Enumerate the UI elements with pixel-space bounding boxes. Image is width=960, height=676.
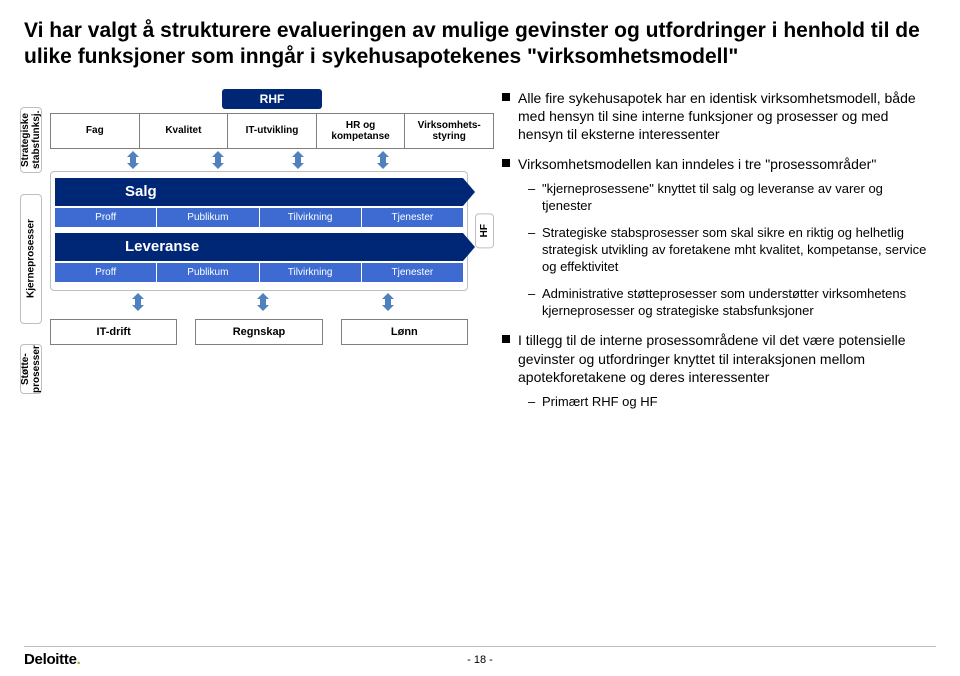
side-label-strategic: Strategiske stabsfunksj. — [20, 107, 42, 173]
rhf-tag: RHF — [222, 89, 322, 109]
support-it: IT-drift — [50, 319, 177, 345]
salg-publikum: Publikum — [157, 208, 258, 227]
bullet-3-text: I tillegg til de interne prosessområdene… — [518, 332, 906, 384]
bullet-2-2: Strategiske stabsprosesser som skal sikr… — [528, 225, 928, 276]
cell-fag: Fag — [51, 114, 140, 148]
lev-tjenester: Tjenester — [362, 263, 463, 282]
salg-proff: Proff — [55, 208, 156, 227]
strategic-row: Fag Kvalitet IT-utvikling HR og kompetan… — [50, 113, 494, 149]
page-number: - 18 - — [467, 654, 493, 666]
salg-subrow: Proff Publikum Tilvirkning Tjenester — [55, 208, 463, 227]
banner-leveranse: Leveranse — [55, 233, 463, 261]
lev-proff: Proff — [55, 263, 156, 282]
lev-tilvirkning: Tilvirkning — [260, 263, 361, 282]
core-block: Salg Proff Publikum Tilvirkning Tjeneste… — [50, 171, 468, 291]
bullet-2-1: "kjerneprosessene" knyttet til salg og l… — [528, 181, 928, 215]
support-regnskap: Regnskap — [195, 319, 322, 345]
support-row: IT-drift Regnskap Lønn — [50, 319, 468, 345]
hf-label: HF — [475, 213, 494, 248]
bullet-2-3: Administrative støtteprosesser som under… — [528, 286, 928, 320]
cell-it-utvikling: IT-utvikling — [228, 114, 317, 148]
footer: Deloitte. - 18 - — [24, 646, 936, 668]
bullet-2-text: Virksomhetsmodellen kan inndeles i tre "… — [518, 156, 876, 172]
cell-hr: HR og kompetanse — [317, 114, 406, 148]
deloitte-logo: Deloitte. — [24, 651, 80, 668]
bullet-3: I tillegg til de interne prosessområdene… — [502, 331, 928, 410]
bullet-1: Alle fire sykehusapotek har en identisk … — [502, 89, 928, 144]
bullet-3-1: Primært RHF og HF — [528, 394, 928, 411]
arrows-core-to-support — [50, 291, 494, 313]
bullet-2: Virksomhetsmodellen kan inndeles i tre "… — [502, 155, 928, 319]
support-lonn: Lønn — [341, 319, 468, 345]
side-label-core: Kjerneprosesser — [20, 194, 42, 324]
cell-virksomhet: Virksomhets-styring — [405, 114, 493, 148]
banner-salg: Salg — [55, 178, 463, 206]
banner-salg-label: Salg — [125, 183, 157, 200]
leveranse-subrow: Proff Publikum Tilvirkning Tjenester — [55, 263, 463, 282]
slide-title: Vi har valgt å strukturere evalueringen … — [24, 18, 936, 71]
salg-tjenester: Tjenester — [362, 208, 463, 227]
lev-publikum: Publikum — [157, 263, 258, 282]
side-label-support: Støtte- prosesser — [20, 344, 42, 394]
cell-kvalitet: Kvalitet — [140, 114, 229, 148]
salg-tilvirkning: Tilvirkning — [260, 208, 361, 227]
banner-leveranse-label: Leveranse — [125, 238, 199, 255]
arrows-strategic-to-core — [50, 149, 494, 171]
